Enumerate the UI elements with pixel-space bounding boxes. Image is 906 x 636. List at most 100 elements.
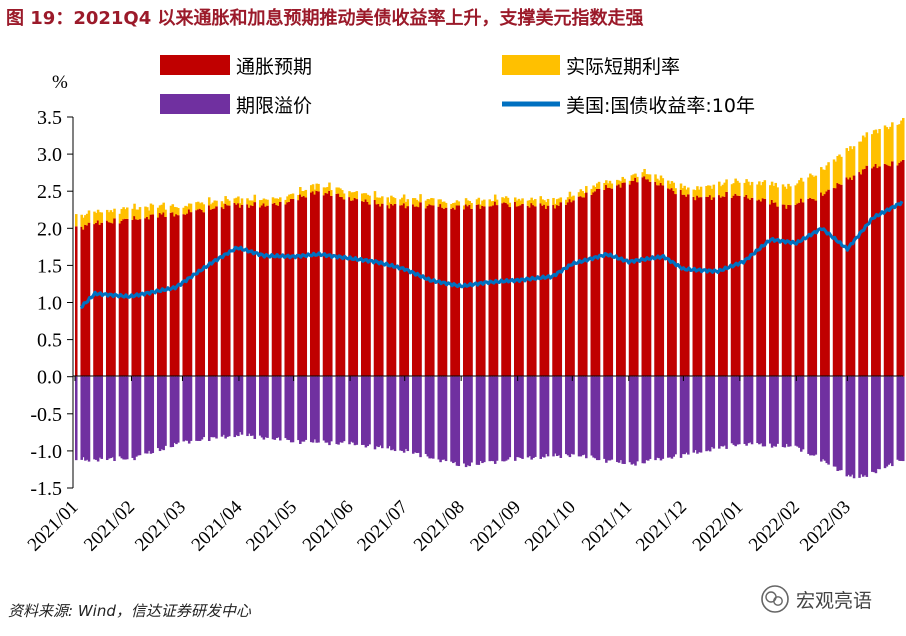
bar-inflation xyxy=(641,177,645,377)
bar-real-rate xyxy=(350,192,353,201)
bar-inflation xyxy=(273,202,277,377)
bar-real-rate xyxy=(534,199,537,207)
bar-real-rate xyxy=(368,195,371,205)
bar-term-premium xyxy=(543,376,546,458)
bar-term-premium xyxy=(725,376,728,449)
bar-real-rate xyxy=(348,191,351,198)
bar-inflation xyxy=(463,209,466,377)
bar-real-rate xyxy=(182,207,185,215)
bar-real-rate xyxy=(654,174,657,182)
bar-term-premium xyxy=(776,376,779,444)
bar-term-premium xyxy=(288,376,291,441)
bar-term-premium xyxy=(353,376,357,446)
x-tick-label: 2021/04 xyxy=(188,496,247,555)
bar-real-rate xyxy=(785,188,788,209)
bar-real-rate xyxy=(734,178,737,194)
bar-inflation xyxy=(437,206,441,377)
bar-term-premium xyxy=(657,376,661,459)
bar-term-premium xyxy=(687,376,690,455)
bar-real-rate xyxy=(149,203,153,215)
bar-inflation xyxy=(544,208,548,377)
bar-term-premium xyxy=(845,376,849,477)
bar-term-premium xyxy=(85,376,89,460)
bar-inflation xyxy=(417,207,420,377)
bar-inflation xyxy=(836,183,839,377)
bar-inflation xyxy=(748,199,752,377)
bar-inflation xyxy=(789,205,792,377)
bar-real-rate xyxy=(616,179,619,186)
bar-term-premium xyxy=(402,376,406,453)
bar-term-premium xyxy=(743,376,747,444)
bar-term-premium xyxy=(202,376,206,438)
bar-term-premium xyxy=(710,376,714,448)
bar-inflation xyxy=(849,177,852,377)
source-note: 资料来源: Wind，信达证券研发中心 xyxy=(8,602,251,620)
bar-term-premium xyxy=(322,376,326,441)
bars-layer xyxy=(75,117,905,479)
bar-term-premium xyxy=(444,376,448,462)
bar-real-rate xyxy=(340,190,344,198)
bar-term-premium xyxy=(783,376,787,448)
bar-term-premium xyxy=(222,376,226,435)
bar-real-rate xyxy=(233,198,236,204)
bar-term-premium xyxy=(273,376,277,440)
bar-term-premium xyxy=(519,376,522,458)
bar-term-premium xyxy=(413,376,417,453)
bar-term-premium xyxy=(100,376,104,459)
bar-real-rate xyxy=(366,194,369,202)
bar-real-rate xyxy=(96,209,100,221)
bar-real-rate xyxy=(342,193,346,200)
bar-real-rate xyxy=(832,159,836,189)
bar-term-premium xyxy=(96,376,100,462)
bar-inflation xyxy=(299,194,302,377)
bar-real-rate xyxy=(399,199,402,206)
bar-term-premium xyxy=(541,376,544,457)
bar-real-rate xyxy=(198,203,202,209)
bar-term-premium xyxy=(492,376,495,462)
bar-inflation xyxy=(164,216,167,377)
bar-term-premium xyxy=(240,376,244,435)
bar-term-premium xyxy=(646,376,650,461)
bar-real-rate xyxy=(506,197,510,205)
bar-real-rate xyxy=(326,186,329,194)
bar-term-premium xyxy=(759,376,763,444)
bar-real-rate xyxy=(517,198,521,207)
bar-term-premium xyxy=(583,376,586,455)
bar-inflation xyxy=(823,194,827,377)
bar-real-rate xyxy=(87,210,91,223)
bar-term-premium xyxy=(851,376,854,475)
bar-inflation xyxy=(783,204,787,377)
bar-term-premium xyxy=(249,376,253,436)
bar-real-rate xyxy=(902,117,905,160)
bar-inflation xyxy=(202,212,206,377)
bar-term-premium xyxy=(207,376,211,441)
bar-term-premium xyxy=(827,376,830,465)
bar-term-premium xyxy=(539,376,543,459)
bar-real-rate xyxy=(209,204,213,210)
bar-term-premium xyxy=(579,376,583,457)
bar-term-premium xyxy=(617,376,621,463)
bar-inflation xyxy=(657,185,661,377)
bar-inflation xyxy=(878,166,881,377)
bar-real-rate xyxy=(488,199,492,207)
bar-inflation xyxy=(258,207,262,377)
bar-inflation xyxy=(271,203,275,377)
bar-real-rate xyxy=(694,190,697,201)
bar-real-rate xyxy=(457,201,461,206)
bar-inflation xyxy=(679,189,683,377)
bar-inflation xyxy=(189,212,193,377)
bar-term-premium xyxy=(763,376,767,447)
bar-inflation xyxy=(865,165,869,377)
bar-term-premium xyxy=(428,376,431,459)
bar-term-premium xyxy=(82,376,85,458)
bar-inflation xyxy=(297,200,300,377)
bar-term-premium xyxy=(501,376,504,462)
bar-term-premium xyxy=(187,376,191,444)
bar-inflation xyxy=(756,200,759,377)
bar-real-rate xyxy=(719,186,723,198)
bar-real-rate xyxy=(442,201,446,209)
bar-inflation xyxy=(570,202,573,377)
legend-swatch-term-premium xyxy=(160,94,230,114)
bar-term-premium xyxy=(758,376,761,445)
bar-real-rate xyxy=(98,212,102,225)
